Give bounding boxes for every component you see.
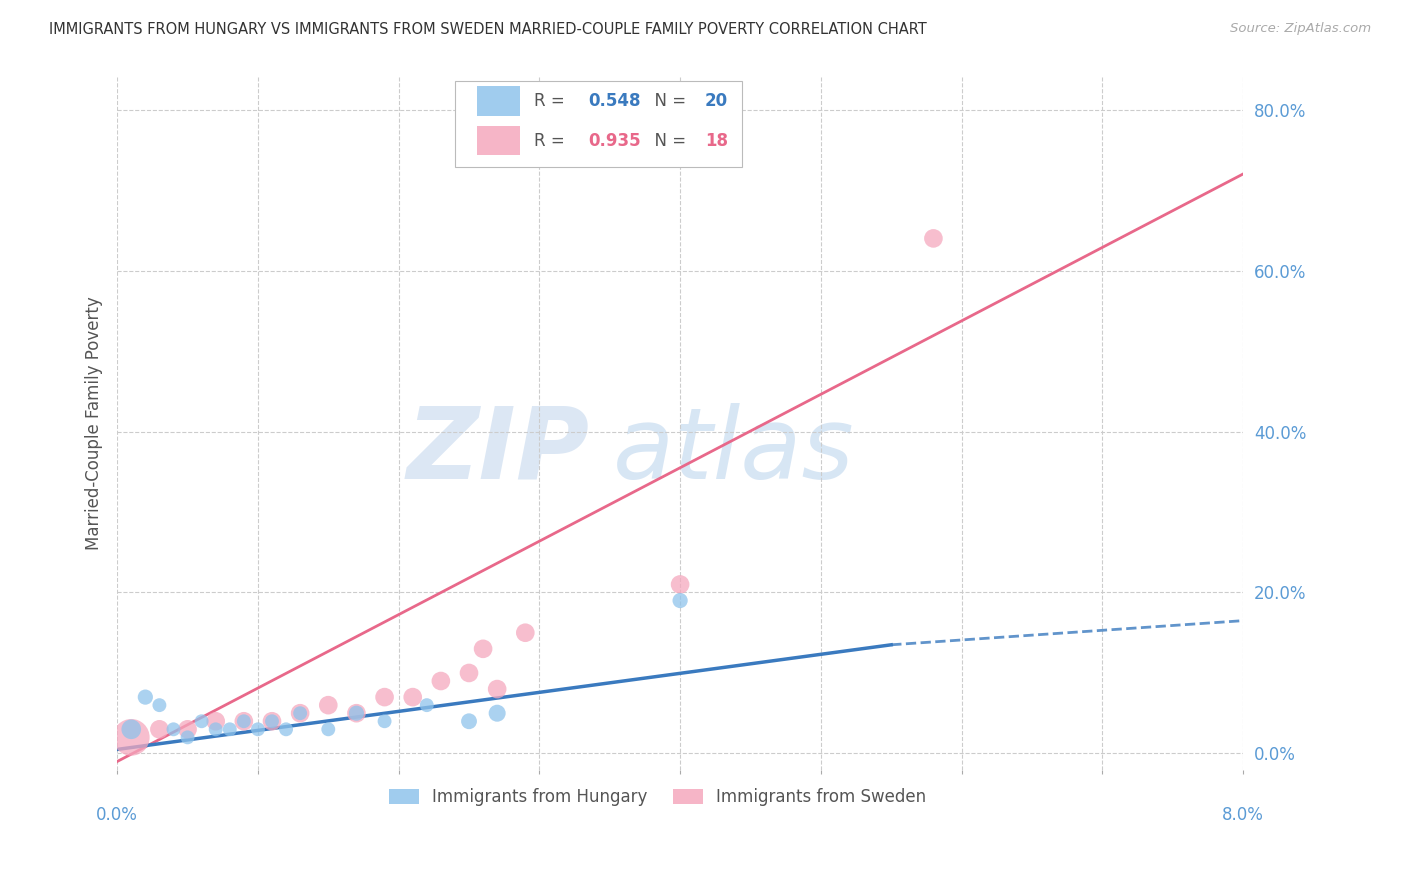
Point xyxy=(486,681,509,696)
Point xyxy=(346,706,368,721)
Point xyxy=(472,641,495,656)
Bar xyxy=(478,87,520,115)
Text: 0.0%: 0.0% xyxy=(96,805,138,823)
Text: 8.0%: 8.0% xyxy=(1222,805,1264,823)
Text: IMMIGRANTS FROM HUNGARY VS IMMIGRANTS FROM SWEDEN MARRIED-COUPLE FAMILY POVERTY : IMMIGRANTS FROM HUNGARY VS IMMIGRANTS FR… xyxy=(49,22,927,37)
Point xyxy=(486,706,509,721)
Text: 20: 20 xyxy=(704,92,728,110)
Point xyxy=(176,731,198,745)
Point xyxy=(374,714,396,729)
Point xyxy=(176,723,198,737)
Text: N =: N = xyxy=(644,92,692,110)
Text: R =: R = xyxy=(534,92,569,110)
Point xyxy=(204,714,226,729)
Y-axis label: Married-Couple Family Poverty: Married-Couple Family Poverty xyxy=(86,297,103,550)
FancyBboxPatch shape xyxy=(456,81,742,168)
Point xyxy=(430,673,453,688)
Point xyxy=(416,698,439,713)
Point xyxy=(148,698,170,713)
Point xyxy=(288,706,311,721)
Text: 0.548: 0.548 xyxy=(588,92,640,110)
Point xyxy=(669,577,692,591)
Point xyxy=(260,714,283,729)
Point xyxy=(148,723,170,737)
Text: ZIP: ZIP xyxy=(408,402,591,500)
Point xyxy=(458,665,481,680)
Point xyxy=(458,714,481,729)
Point xyxy=(402,690,425,705)
Bar xyxy=(478,127,520,155)
Point xyxy=(260,714,283,729)
Text: Source: ZipAtlas.com: Source: ZipAtlas.com xyxy=(1230,22,1371,36)
Point xyxy=(316,698,339,713)
Text: R =: R = xyxy=(534,132,569,150)
Text: 18: 18 xyxy=(704,132,728,150)
Point xyxy=(274,723,297,737)
Point xyxy=(232,714,254,729)
Point xyxy=(120,731,142,745)
Legend: Immigrants from Hungary, Immigrants from Sweden: Immigrants from Hungary, Immigrants from… xyxy=(382,781,932,814)
Point xyxy=(515,625,537,640)
Point xyxy=(316,723,339,737)
Point xyxy=(288,706,311,721)
Point xyxy=(346,706,368,721)
Point xyxy=(922,231,945,245)
Text: atlas: atlas xyxy=(613,402,855,500)
Point xyxy=(134,690,156,705)
Point xyxy=(120,723,142,737)
Point xyxy=(669,593,692,607)
Point xyxy=(162,723,184,737)
Point xyxy=(246,723,269,737)
Point xyxy=(218,723,240,737)
Text: 0.935: 0.935 xyxy=(588,132,640,150)
Point xyxy=(190,714,212,729)
Point xyxy=(204,723,226,737)
Point xyxy=(374,690,396,705)
Point xyxy=(232,714,254,729)
Text: N =: N = xyxy=(644,132,692,150)
